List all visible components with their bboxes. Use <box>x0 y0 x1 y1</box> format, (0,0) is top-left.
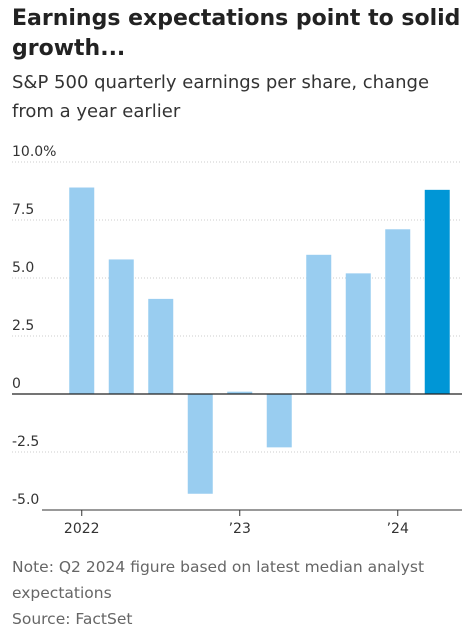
y-tick-label: -5.0 <box>12 492 39 508</box>
x-tick-label: ’23 <box>229 521 251 537</box>
bar <box>108 259 134 394</box>
source: Source: FactSet <box>12 610 133 628</box>
bar <box>266 394 292 448</box>
y-tick-label: -2.5 <box>12 434 39 450</box>
bar <box>345 273 371 394</box>
x-tick-label: ’24 <box>387 521 409 537</box>
bar <box>187 394 213 494</box>
bar <box>385 229 411 394</box>
subtitle: S&P 500 quarterly earnings per share, ch… <box>12 72 430 122</box>
y-tick-label: 5.0 <box>12 260 34 276</box>
bar <box>306 254 332 394</box>
bar <box>69 187 95 394</box>
title: Earnings expectations point to solid gro… <box>12 6 461 61</box>
bar <box>424 189 450 394</box>
note: Note: Q2 2024 figure based on latest med… <box>12 558 425 602</box>
bar <box>148 298 174 394</box>
y-tick-label: 10.0% <box>12 144 56 160</box>
x-tick-label: 2022 <box>64 521 100 537</box>
y-tick-label: 0 <box>12 376 21 392</box>
bar <box>227 391 253 394</box>
y-tick-label: 7.5 <box>12 202 34 218</box>
y-tick-label: 2.5 <box>12 318 34 334</box>
